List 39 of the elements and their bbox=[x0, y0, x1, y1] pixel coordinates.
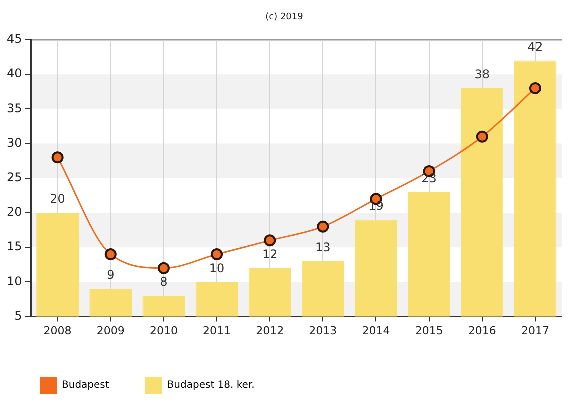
data-label: 38 bbox=[474, 68, 490, 82]
y-tick-label: 40 bbox=[6, 66, 22, 81]
point bbox=[476, 130, 488, 143]
y-tick-label: 25 bbox=[6, 170, 22, 185]
y-tick-label: 30 bbox=[6, 136, 22, 150]
x-tick-label: 2015 bbox=[415, 324, 444, 338]
point bbox=[52, 152, 64, 164]
x-tick-label: 2017 bbox=[521, 324, 550, 338]
x-tick-label: 2011 bbox=[203, 324, 232, 338]
data-label: 20 bbox=[50, 192, 66, 206]
point bbox=[529, 82, 542, 94]
point bbox=[317, 220, 330, 233]
x-tick-label: 2010 bbox=[150, 324, 178, 338]
data-label: 19 bbox=[368, 199, 384, 214]
data-label: 42 bbox=[528, 40, 544, 54]
data-label: 8 bbox=[160, 275, 168, 290]
x-tick-label: 2013 bbox=[309, 324, 338, 338]
legend-label: Budapest 18. ker. bbox=[167, 380, 255, 392]
y-tick-label: 10 bbox=[6, 274, 22, 288]
text: (c) 2019 bbox=[266, 12, 304, 22]
y-tick-label: 5 bbox=[14, 308, 22, 323]
data-label: 12 bbox=[262, 247, 278, 262]
y-tick-label: 45 bbox=[6, 32, 22, 46]
legend-label: Budapest bbox=[62, 380, 110, 392]
y-tick-label: 15 bbox=[6, 240, 22, 254]
x-tick-label: 2016 bbox=[468, 324, 496, 338]
data-label: 9 bbox=[107, 268, 115, 282]
point bbox=[104, 248, 117, 261]
point bbox=[158, 262, 170, 274]
x-tick-label: 2014 bbox=[362, 324, 390, 338]
data-label: 13 bbox=[316, 240, 331, 255]
y-tick-label: 35 bbox=[6, 101, 22, 116]
x-tick-label: 2008 bbox=[44, 324, 72, 338]
data-label: 10 bbox=[209, 261, 225, 276]
point bbox=[264, 234, 276, 247]
x-tick-label: 2012 bbox=[256, 324, 284, 338]
y-tick-label: 20 bbox=[6, 205, 22, 220]
x-tick-label: 2009 bbox=[96, 324, 125, 338]
point bbox=[211, 248, 224, 261]
